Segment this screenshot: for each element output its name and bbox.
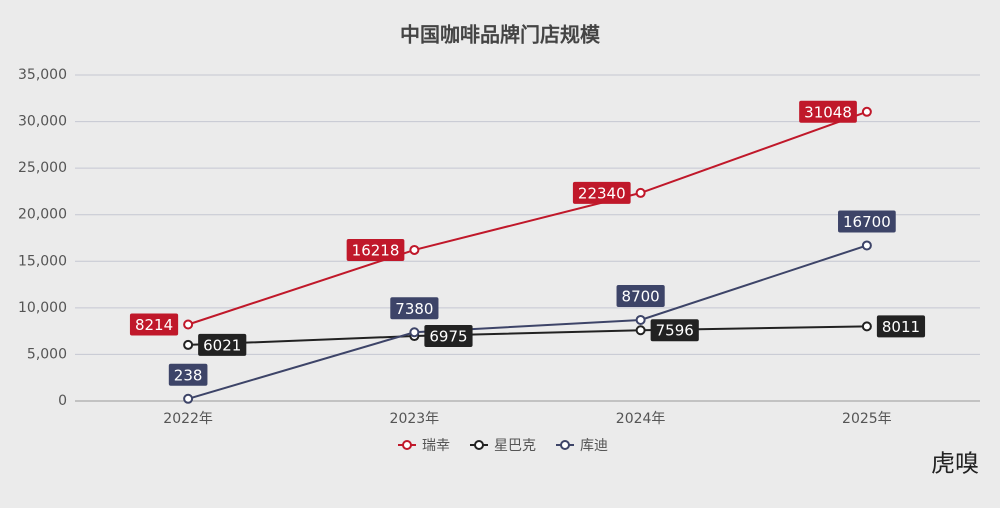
data-label-text: 31048 [804, 103, 852, 121]
data-label-bg [424, 325, 473, 348]
data-label-bg [572, 181, 631, 204]
data-label: 7380 [390, 297, 439, 320]
data-label-text: 7596 [656, 322, 694, 340]
data-label: 6021 [198, 333, 247, 356]
point [861, 321, 872, 332]
data-label-text: 6021 [203, 336, 241, 354]
data-label-text: 8700 [622, 287, 660, 305]
point [861, 240, 872, 251]
y-tick-label: 0 [58, 393, 67, 409]
x-tick-label: 2024年 [616, 411, 666, 427]
data-label: 16700 [838, 210, 896, 233]
data-label: 238 [168, 363, 208, 386]
legend-marker [560, 440, 570, 450]
data-label-bg [168, 363, 208, 386]
y-tick-label: 30,000 [18, 114, 67, 130]
data-label-text: 238 [174, 366, 203, 384]
data-label-text: 8214 [135, 316, 173, 334]
data-label: 22340 [572, 181, 631, 204]
series-line [187, 110, 868, 326]
x-tick-label: 2025年 [842, 411, 892, 427]
data-label-text: 16218 [352, 241, 400, 259]
point [183, 339, 194, 350]
chart-title: 中国咖啡品牌门店规模 [400, 23, 601, 47]
data-label: 6975 [424, 325, 473, 348]
data-label-bg [799, 100, 857, 123]
data-label: 8011 [876, 315, 926, 338]
data-label-bg [198, 333, 247, 356]
point [409, 244, 420, 255]
data-label: 16218 [346, 238, 405, 261]
y-tick-label: 15,000 [18, 253, 67, 269]
data-label-bg [616, 284, 665, 307]
point [635, 325, 646, 336]
series-line [188, 325, 867, 346]
data-label: 31048 [799, 100, 857, 123]
data-label-bg [346, 238, 405, 261]
watermark: 虎嗅 [931, 450, 979, 478]
legend-marker [474, 440, 484, 450]
legend-label: 库迪 [580, 438, 608, 454]
y-tick-label: 25,000 [18, 160, 67, 176]
data-label-text: 16700 [843, 213, 891, 231]
y-tick-label: 20,000 [18, 207, 67, 223]
data-label-text: 7380 [395, 300, 433, 318]
data-label-text: 6975 [429, 328, 467, 346]
data-label-bg [876, 315, 926, 338]
point [183, 393, 194, 404]
y-tick-label: 35,000 [18, 67, 67, 83]
legend-label: 瑞幸 [422, 438, 450, 454]
legend-label: 星巴克 [494, 438, 536, 454]
y-tick-label: 10,000 [18, 300, 67, 316]
point [635, 187, 646, 198]
legend-marker [402, 440, 412, 450]
x-tick-label: 2022年 [163, 411, 213, 427]
data-label: 7596 [650, 319, 699, 342]
series-line [187, 244, 868, 400]
data-label-text: 8011 [882, 318, 920, 336]
data-label-bg [650, 319, 699, 342]
y-tick-label: 5,000 [27, 346, 67, 362]
data-label: 8214 [129, 313, 179, 336]
legend: 瑞幸 星巴克 库迪 [398, 438, 608, 454]
point [183, 319, 194, 330]
data-label: 8700 [616, 284, 665, 307]
point [409, 327, 420, 338]
data-label-bg [129, 313, 179, 336]
data-label-bg [838, 210, 896, 233]
data-label-bg [390, 297, 439, 320]
data-label-text: 22340 [578, 184, 626, 202]
x-tick-label: 2023年 [390, 411, 440, 427]
point [861, 106, 872, 117]
point [635, 314, 646, 325]
